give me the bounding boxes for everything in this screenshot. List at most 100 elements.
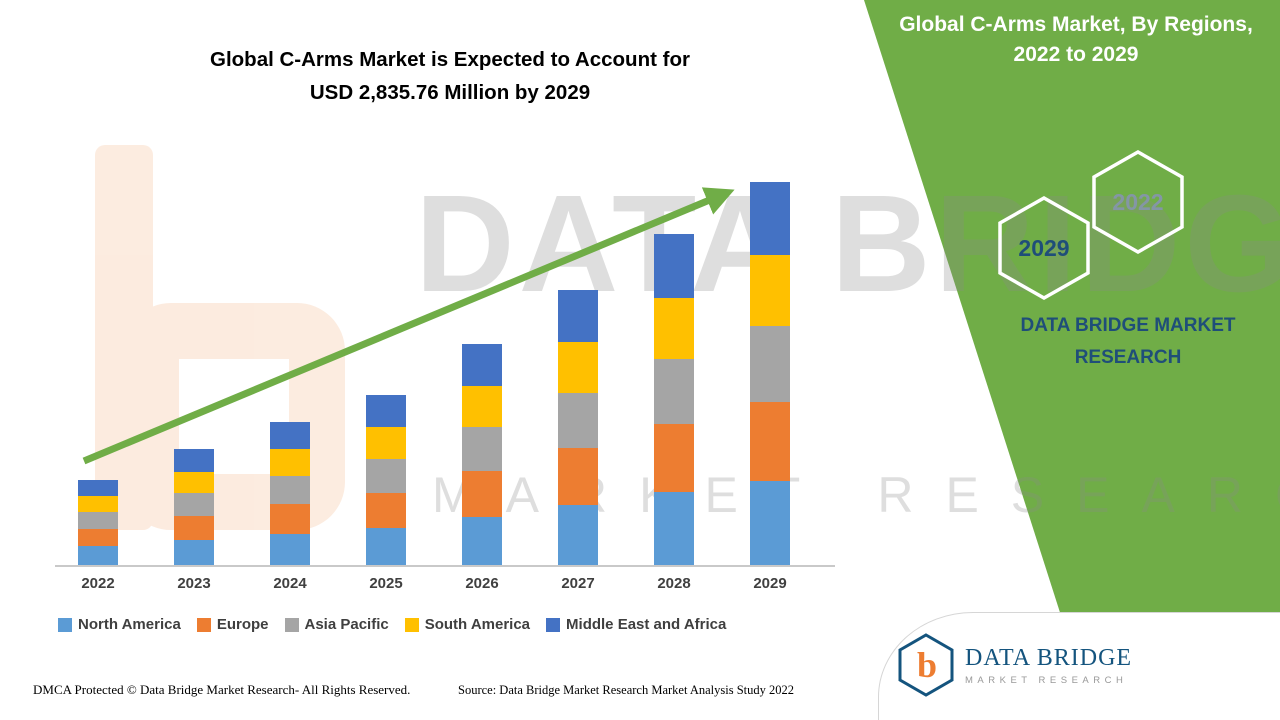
bar-segment-middle-east-and-africa [366, 394, 406, 428]
legend-item-middle-east-and-africa: Middle East and Africa [546, 616, 726, 633]
bar-segment-north-america [750, 481, 790, 565]
hexagon-outline [998, 196, 1090, 300]
bar-segment-asia-pacific [270, 475, 310, 505]
bar-segment-middle-east-and-africa [270, 421, 310, 450]
logo-letter: b [917, 645, 937, 685]
hexagon-2029: 2029 [998, 196, 1090, 300]
bar-2023 [174, 449, 214, 565]
bar-segment-asia-pacific [750, 326, 790, 403]
bar-segment-europe [654, 424, 694, 493]
bar-segment-europe [462, 470, 502, 517]
bar-segment-europe [750, 402, 790, 481]
logo-hexagon-outline [898, 633, 954, 697]
logo-text-block: DATA BRIDGE MARKET RESEARCH [965, 645, 1132, 686]
x-axis-label-2026: 2026 [465, 575, 499, 592]
bar-segment-north-america [654, 492, 694, 565]
legend-swatch-asia-pacific [284, 617, 299, 632]
bar-segment-middle-east-and-africa [462, 344, 502, 387]
brand-text: DATA BRIDGE MARKET RESEARCH [988, 310, 1268, 375]
legend: North America Europe Asia Pacific South Ame… [58, 616, 726, 633]
hexagon-2029-label: 2029 [1018, 235, 1069, 261]
bar-2026 [462, 344, 502, 565]
bar-segment-asia-pacific [558, 393, 598, 448]
legend-label-europe: Europe [216, 616, 269, 633]
chart-title-line2: USD 2,835.76 Million by 2029 [309, 80, 591, 104]
legend-item-south-america: South America [404, 616, 531, 633]
bar-segment-south-america [750, 255, 790, 327]
bar-segment-south-america [78, 495, 118, 512]
bar-2024 [270, 421, 310, 565]
bar-segment-south-america [174, 471, 214, 494]
bar-2027 [558, 289, 598, 565]
bar-segment-north-america [462, 516, 502, 565]
chart-title: Global C-Arms Market is Expected to Acco… [90, 44, 810, 110]
legend-label-south-america: South America [424, 616, 531, 633]
bar-segment-north-america [558, 504, 598, 565]
legend-swatch-north-america [58, 617, 72, 632]
bar-segment-europe [174, 516, 214, 540]
x-axis-label-2027: 2027 [561, 575, 595, 592]
bar-segment-north-america [174, 539, 214, 565]
bar-segment-south-america [558, 342, 598, 394]
right-panel-title-line2: 2022 to 2029 [1013, 43, 1139, 67]
bar-segment-north-america [366, 527, 406, 565]
legend-item-asia-pacific: Asia Pacific [284, 616, 389, 633]
bar-segment-europe [78, 528, 118, 547]
x-axis-labels: 2022 2023 2024 2025 2026 2027 2028 2029 [78, 575, 790, 592]
bar-segment-north-america [78, 546, 118, 565]
bar-segment-europe [558, 447, 598, 505]
source-note: Source: Data Bridge Market Research Mark… [458, 683, 795, 697]
legend-label-asia-pacific: Asia Pacific [304, 616, 389, 633]
legend-item-north-america: North America [58, 616, 181, 633]
bar-segment-asia-pacific [366, 458, 406, 493]
legend-item-europe: Europe [196, 616, 269, 633]
bar-2028 [654, 234, 694, 565]
bar-segment-europe [366, 492, 406, 528]
bars [78, 182, 790, 565]
hexagon-outline [1092, 150, 1184, 254]
bar-segment-north-america [270, 533, 310, 565]
brand-text-line2: RESEARCH [1074, 347, 1182, 369]
legend-label-north-america: North America [78, 616, 181, 633]
x-axis-label-2024: 2024 [273, 575, 307, 592]
x-axis-label-2022: 2022 [81, 575, 115, 592]
brand-text-line1: DATA BRIDGE MARKET [1020, 315, 1236, 336]
bar-segment-south-america [270, 449, 310, 476]
x-axis-label-2023: 2023 [177, 575, 211, 592]
bar-segment-middle-east-and-africa [654, 234, 694, 298]
bar-segment-asia-pacific [654, 358, 694, 425]
right-panel-title: Global C-Arms Market, By Regions, 2022 t… [880, 10, 1272, 71]
hexagon-2022: 2022 [1092, 150, 1184, 254]
data-bridge-logo: b DATA BRIDGE MARKET RESEARCH [897, 633, 1132, 697]
x-axis-label-2029: 2029 [753, 575, 787, 592]
legend-swatch-middle-east-and-africa [546, 617, 561, 632]
legend-swatch-europe [196, 617, 211, 632]
right-panel-title-line1: Global C-Arms Market, By Regions, [899, 13, 1253, 36]
chart-title-line1: Global C-Arms Market is Expected to Acco… [210, 48, 690, 71]
bar-segment-asia-pacific [174, 493, 214, 517]
bar-segment-europe [270, 504, 310, 534]
bar-2022 [78, 479, 118, 565]
dmca-notice: DMCA Protected © Data Bridge Market Rese… [33, 682, 411, 697]
bar-segment-middle-east-and-africa [558, 289, 598, 343]
logo-hexagon-icon: b [898, 633, 954, 697]
legend-swatch-south-america [404, 617, 419, 632]
bar-segment-asia-pacific [462, 427, 502, 471]
logo-tagline: MARKET RESEARCH [965, 674, 1128, 686]
hexagon-2022-label: 2022 [1112, 189, 1163, 215]
x-axis-line [55, 565, 835, 567]
bar-segment-middle-east-and-africa [750, 182, 790, 256]
bar-segment-south-america [462, 386, 502, 428]
bar-segment-south-america [366, 427, 406, 459]
bar-2029 [750, 182, 790, 565]
x-axis-label-2028: 2028 [657, 575, 691, 592]
legend-label-middle-east-and-africa: Middle East and Africa [566, 616, 727, 633]
bar-segment-middle-east-and-africa [174, 449, 214, 472]
bar-segment-middle-east-and-africa [78, 479, 118, 496]
logo-name: DATA BRIDGE [965, 644, 1133, 671]
bar-segment-asia-pacific [78, 511, 118, 529]
x-axis-label-2025: 2025 [369, 575, 403, 592]
bar-2025 [366, 394, 406, 565]
bar-segment-south-america [654, 297, 694, 359]
